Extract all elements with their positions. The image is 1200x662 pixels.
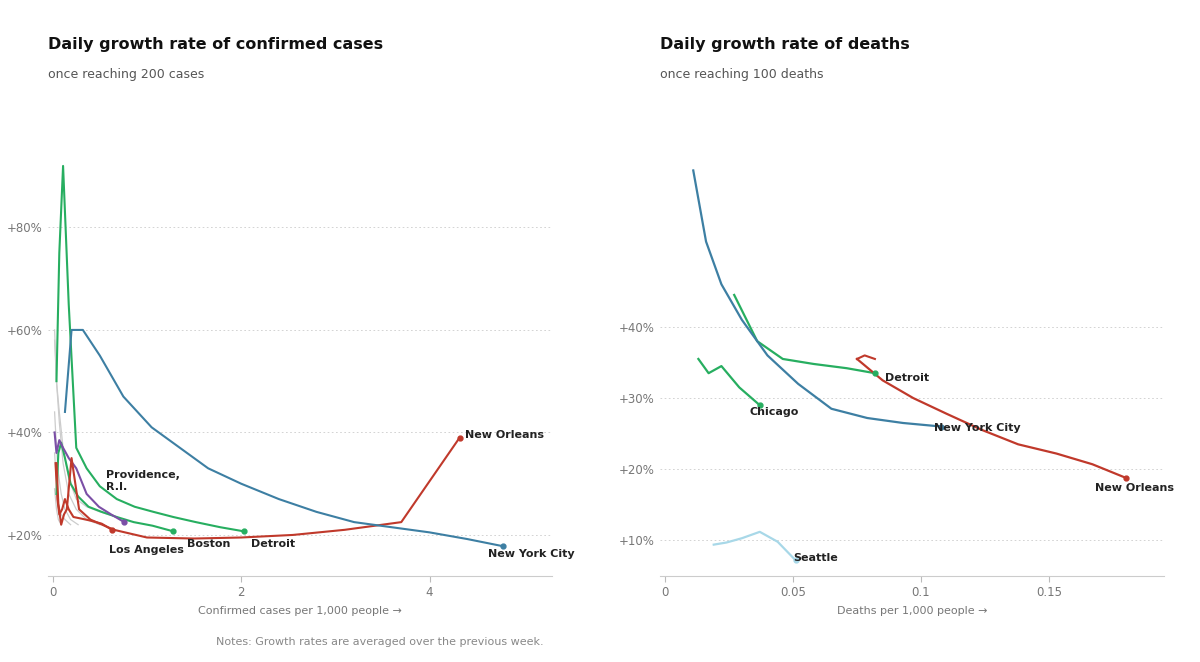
Text: Daily growth rate of deaths: Daily growth rate of deaths: [660, 37, 910, 52]
Text: Seattle: Seattle: [793, 553, 838, 563]
Text: New York City: New York City: [934, 423, 1020, 433]
X-axis label: Deaths per 1,000 people →: Deaths per 1,000 people →: [836, 606, 988, 616]
Text: Los Angeles: Los Angeles: [109, 545, 184, 555]
Text: New Orleans: New Orleans: [466, 430, 545, 440]
Text: Notes: Growth rates are averaged over the previous week.: Notes: Growth rates are averaged over th…: [216, 638, 544, 647]
Text: New York City: New York City: [488, 549, 575, 559]
Text: New Orleans: New Orleans: [1094, 483, 1174, 493]
Text: Providence,
R.I.: Providence, R.I.: [107, 470, 180, 493]
Text: Detroit: Detroit: [886, 373, 929, 383]
Text: Detroit: Detroit: [251, 539, 295, 549]
Text: once reaching 200 cases: once reaching 200 cases: [48, 68, 204, 81]
Text: Daily growth rate of confirmed cases: Daily growth rate of confirmed cases: [48, 37, 383, 52]
Text: once reaching 100 deaths: once reaching 100 deaths: [660, 68, 823, 81]
X-axis label: Confirmed cases per 1,000 people →: Confirmed cases per 1,000 people →: [198, 606, 402, 616]
Text: Boston: Boston: [187, 539, 230, 549]
Text: Chicago: Chicago: [750, 407, 799, 417]
